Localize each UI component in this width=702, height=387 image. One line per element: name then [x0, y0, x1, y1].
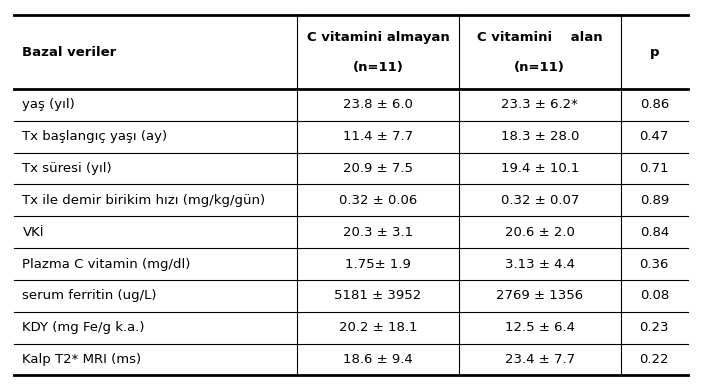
Text: 23.4 ± 7.7: 23.4 ± 7.7 [505, 353, 575, 366]
Text: 0.71: 0.71 [640, 162, 669, 175]
Text: Tx başlangıç yaşı (ay): Tx başlangıç yaşı (ay) [22, 130, 168, 143]
Text: 23.8 ± 6.0: 23.8 ± 6.0 [343, 98, 413, 111]
Text: 18.6 ± 9.4: 18.6 ± 9.4 [343, 353, 413, 366]
Text: 0.89: 0.89 [640, 194, 669, 207]
Text: Kalp T2* MRI (ms): Kalp T2* MRI (ms) [22, 353, 142, 366]
Text: Tx ile demir birikim hızı (mg/kg/gün): Tx ile demir birikim hızı (mg/kg/gün) [22, 194, 265, 207]
Text: 0.22: 0.22 [640, 353, 669, 366]
Text: 19.4 ± 10.1: 19.4 ± 10.1 [501, 162, 579, 175]
Text: KDY (mg Fe/g k.a.): KDY (mg Fe/g k.a.) [22, 321, 145, 334]
Text: 0.32 ± 0.06: 0.32 ± 0.06 [339, 194, 417, 207]
Text: 20.2 ± 18.1: 20.2 ± 18.1 [338, 321, 417, 334]
Text: 0.23: 0.23 [640, 321, 669, 334]
Text: C vitamini almayan

(n=11): C vitamini almayan (n=11) [307, 31, 449, 74]
Text: 0.32 ± 0.07: 0.32 ± 0.07 [501, 194, 579, 207]
Text: Bazal veriler: Bazal veriler [22, 46, 117, 59]
Text: 0.47: 0.47 [640, 130, 669, 143]
Text: 5181 ± 3952: 5181 ± 3952 [334, 289, 422, 302]
Text: Plazma C vitamin (mg/dl): Plazma C vitamin (mg/dl) [22, 257, 191, 271]
Text: Tx süresi (yıl): Tx süresi (yıl) [22, 162, 112, 175]
Text: 3.13 ± 4.4: 3.13 ± 4.4 [505, 257, 575, 271]
Text: C vitamini    alan

(n=11): C vitamini alan (n=11) [477, 31, 602, 74]
Text: 2769 ± 1356: 2769 ± 1356 [496, 289, 583, 302]
Text: p: p [649, 46, 659, 59]
Text: 0.08: 0.08 [640, 289, 669, 302]
Text: 0.86: 0.86 [640, 98, 669, 111]
Text: 20.6 ± 2.0: 20.6 ± 2.0 [505, 226, 575, 239]
Text: serum ferritin (ug/L): serum ferritin (ug/L) [22, 289, 157, 302]
Text: 23.3 ± 6.2*: 23.3 ± 6.2* [501, 98, 578, 111]
Text: 0.84: 0.84 [640, 226, 669, 239]
Text: 20.3 ± 3.1: 20.3 ± 3.1 [343, 226, 413, 239]
Text: 11.4 ± 7.7: 11.4 ± 7.7 [343, 130, 413, 143]
Text: 20.9 ± 7.5: 20.9 ± 7.5 [343, 162, 413, 175]
Text: 0.36: 0.36 [640, 257, 669, 271]
Text: VKİ: VKİ [22, 226, 44, 239]
Text: 12.5 ± 6.4: 12.5 ± 6.4 [505, 321, 575, 334]
Text: 18.3 ± 28.0: 18.3 ± 28.0 [501, 130, 579, 143]
Text: yaş (yıl): yaş (yıl) [22, 98, 75, 111]
Text: 1.75± 1.9: 1.75± 1.9 [345, 257, 411, 271]
